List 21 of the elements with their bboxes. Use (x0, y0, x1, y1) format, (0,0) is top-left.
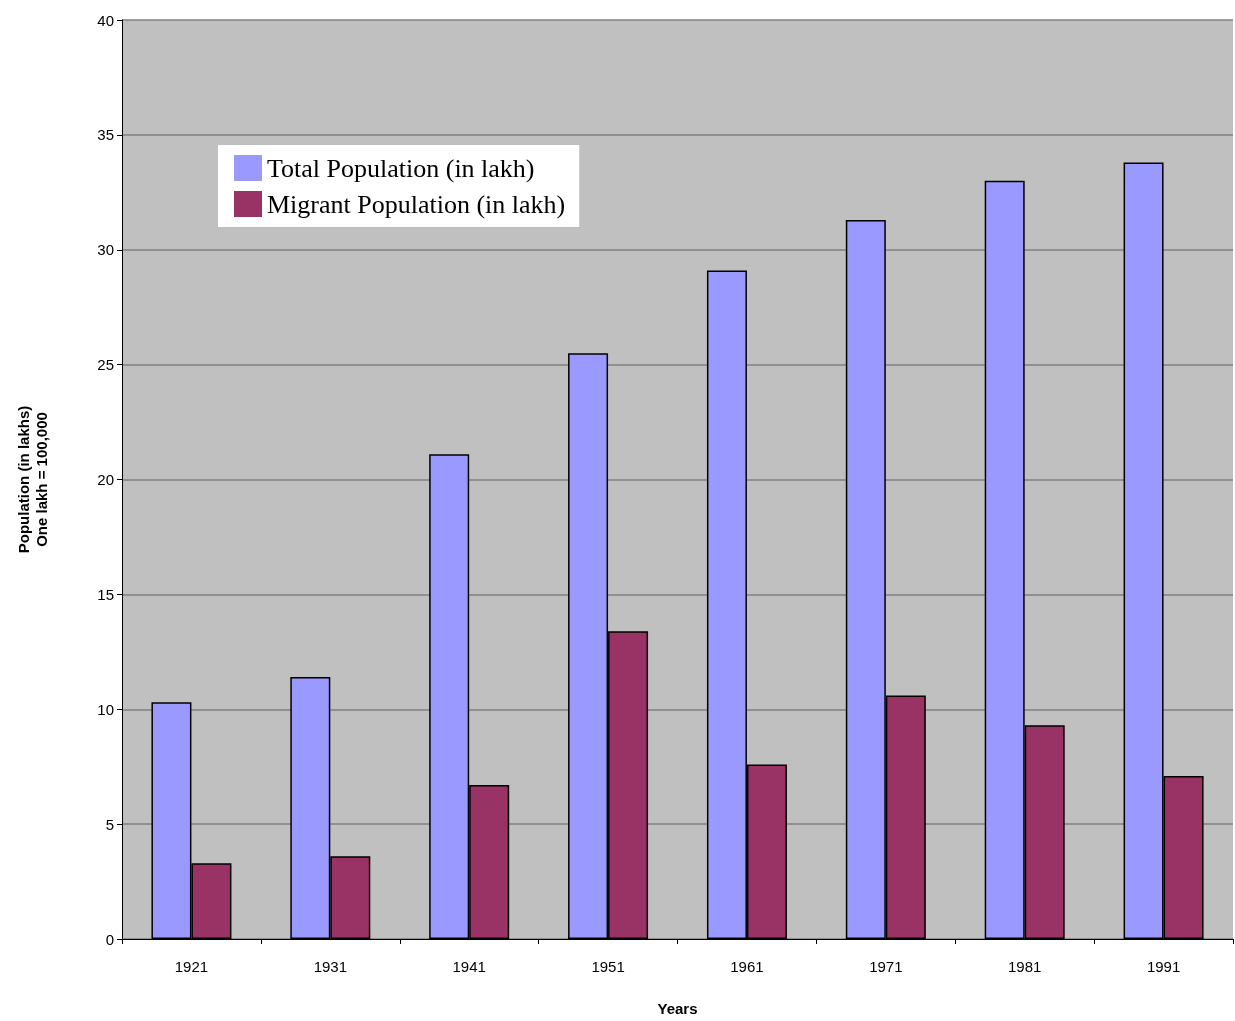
legend-label: Migrant Population (in lakh) (267, 189, 566, 219)
x-axis-title: Years (657, 1000, 698, 1017)
x-tick-label: 1981 (1008, 958, 1042, 975)
x-tick-label: 1971 (869, 958, 903, 975)
x-tick-label: 1991 (1146, 958, 1181, 975)
y-axis-title: Population (in lakhs) One lakh = 100,000 (14, 405, 50, 554)
y-tick-label: 0 (105, 930, 114, 948)
y-tick-label: 30 (97, 241, 114, 259)
y-tick-label: 15 (97, 585, 114, 603)
y-tick-label: 20 (97, 471, 114, 488)
y-tick-label: 40 (97, 11, 114, 29)
y-tick-label: 5 (105, 815, 114, 833)
legend-label: Total Population (in lakh) (267, 153, 535, 183)
x-tick-label: 1931 (313, 958, 347, 975)
x-tick-label: 1961 (730, 958, 764, 975)
y-tick-label: 35 (97, 126, 114, 144)
y-tick-label: 10 (97, 700, 114, 718)
x-tick-label: 1941 (452, 958, 486, 975)
x-tick-label: 1951 (591, 958, 625, 975)
y-tick-label: 25 (97, 356, 114, 374)
x-tick-label: 1921 (174, 958, 209, 975)
